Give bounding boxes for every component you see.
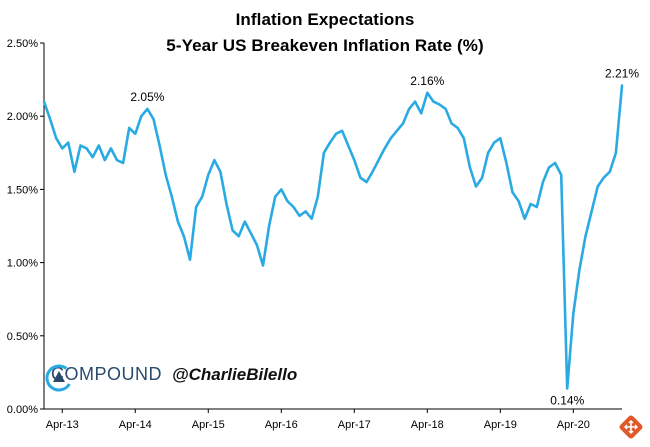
brand-name: COMPOUND <box>51 364 162 384</box>
x-tick-label: Apr-17 <box>338 419 371 431</box>
x-tick-label: Apr-18 <box>411 419 444 431</box>
chart-title: Inflation Expectations <box>235 10 415 29</box>
data-label: 0.14% <box>550 394 584 408</box>
data-label: 2.16% <box>410 74 444 88</box>
y-tick-label: 1.50% <box>7 184 38 196</box>
y-tick-label: 1.00% <box>7 258 38 270</box>
x-tick-label: Apr-13 <box>46 419 79 431</box>
y-tick-label: 2.50% <box>7 38 38 50</box>
x-tick-label: Apr-20 <box>557 419 590 431</box>
y-tick-label: 0.00% <box>7 404 38 416</box>
x-tick-label: Apr-15 <box>192 419 225 431</box>
data-label: 2.21% <box>605 66 639 80</box>
x-tick-label: Apr-19 <box>484 419 517 431</box>
y-axis-ticks: 0.00% 0.50% 1.00% 1.50% 2.00% 2.50% <box>7 38 44 416</box>
x-tick-label: Apr-14 <box>119 419 152 431</box>
branding: COMPOUND @CharlieBilello <box>45 364 298 392</box>
y-tick-label: 0.50% <box>7 331 38 343</box>
y-tick-label: 2.00% <box>7 111 38 123</box>
diamond-arrows-icon[interactable] <box>618 414 644 440</box>
x-axis-ticks: Apr-13 Apr-14 Apr-15 Apr-16 Apr-17 Apr-18 Apr-… <box>46 409 590 431</box>
series-group <box>42 84 624 390</box>
x-tick-label: Apr-16 <box>265 419 298 431</box>
data-label: 2.05% <box>130 90 164 104</box>
compound-logo-icon <box>45 364 73 392</box>
series-line <box>42 84 624 390</box>
brand-handle: @CharlieBilello <box>172 364 298 384</box>
annotations-group: 2.05% 2.16% 0.14% 2.21% <box>130 66 639 407</box>
chart-subtitle: 5-Year US Breakeven Inflation Rate (%) <box>166 36 484 55</box>
